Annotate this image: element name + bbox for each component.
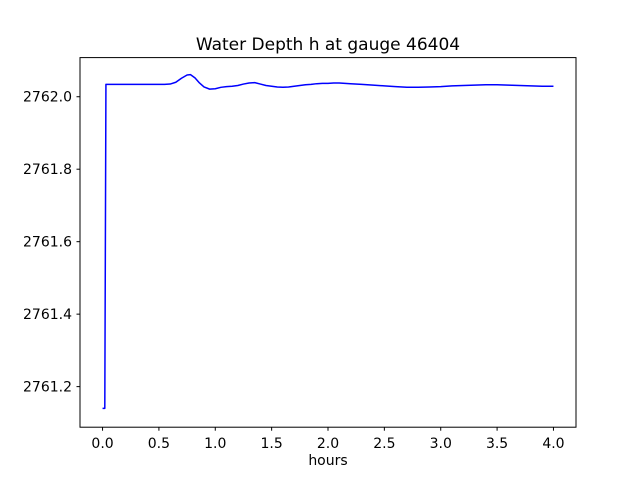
x-tick-label: 4.0 (542, 436, 564, 452)
x-tick-label: 0.0 (91, 436, 113, 452)
x-tick-label: 1.0 (204, 436, 226, 452)
x-tick-label: 3.5 (486, 436, 508, 452)
x-tick-label: 0.5 (148, 436, 170, 452)
x-tick-label: 2.0 (317, 436, 339, 452)
y-tick-label: 2761.6 (23, 235, 72, 251)
y-tick-label: 2761.2 (23, 380, 72, 396)
x-tick-label: 3.0 (430, 436, 452, 452)
water-depth-line (102, 73, 554, 410)
y-tick-label: 2761.4 (23, 307, 72, 323)
y-tick-label: 2761.8 (23, 162, 72, 178)
chart-title: Water Depth h at gauge 46404 (196, 35, 460, 55)
x-tick-group: 0.0 0.5 1.0 1.5 2.0 2.5 3.0 3.5 4.0 (91, 427, 565, 452)
x-axis-label: hours (308, 453, 347, 469)
y-tick-group: 2761.2 2761.4 2761.6 2761.8 2762.0 (23, 90, 80, 396)
axes-frame (79, 57, 577, 428)
x-tick-label: 1.5 (261, 436, 283, 452)
y-tick-label: 2762.0 (23, 90, 72, 106)
x-tick-label: 2.5 (373, 436, 395, 452)
axes-spines (79, 57, 577, 428)
